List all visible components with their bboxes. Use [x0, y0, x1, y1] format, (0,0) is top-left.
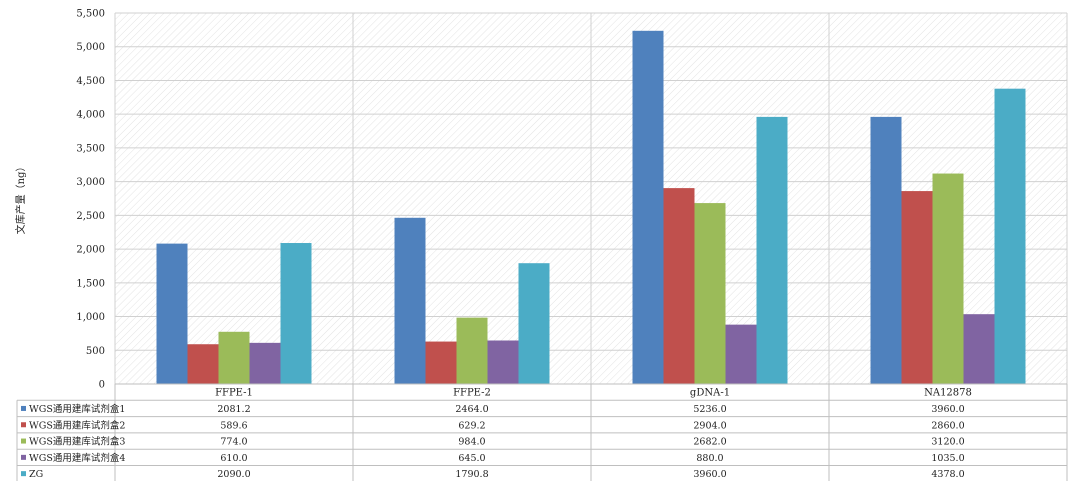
bar — [487, 340, 519, 384]
data-label: 1035.0 — [931, 453, 964, 464]
data-label: 629.2 — [458, 420, 485, 431]
data-label: 3120.0 — [931, 437, 964, 448]
bar — [456, 317, 488, 384]
data-label: 880.0 — [696, 453, 723, 464]
data-label: 1790.8 — [455, 469, 488, 480]
bar — [187, 344, 219, 384]
bar — [518, 263, 550, 384]
data-label: 2682.0 — [693, 437, 726, 448]
bar — [249, 342, 281, 384]
data-label: 2090.0 — [217, 469, 250, 480]
data-label: 984.0 — [458, 437, 485, 448]
y-tick-label: 3,500 — [76, 143, 105, 154]
category-label: NA12878 — [924, 388, 972, 399]
y-tick-label: 500 — [86, 346, 105, 357]
y-tick-label: 4,500 — [76, 76, 105, 87]
data-label: 2904.0 — [693, 420, 726, 431]
bar — [280, 243, 312, 384]
y-axis-label: 文库产量（ng） — [14, 162, 27, 235]
legend-entry: WGS通用建库试剂盒4 — [29, 452, 125, 464]
y-tick-label: 2,000 — [76, 245, 105, 256]
data-label: 3960.0 — [931, 404, 964, 415]
category-label: gDNA-1 — [690, 388, 730, 399]
legend-swatch — [21, 454, 26, 460]
y-tick-label: 5,000 — [76, 42, 105, 53]
legend-entry: WGS通用建库试剂盒1 — [29, 403, 125, 415]
data-label: 774.0 — [220, 437, 247, 448]
y-tick-label: 4,000 — [76, 110, 105, 121]
bar — [901, 191, 933, 384]
data-label: 610.0 — [220, 453, 247, 464]
legend-swatch — [21, 405, 26, 411]
legend-entry: WGS通用建库试剂盒3 — [29, 436, 125, 448]
y-tick-label: 3,000 — [76, 177, 105, 188]
y-tick-label: 1,000 — [76, 312, 105, 323]
y-tick-label: 5,500 — [76, 9, 105, 20]
data-label: 3960.0 — [693, 469, 726, 480]
bar — [632, 30, 664, 384]
legend-entry: ZG — [29, 469, 43, 480]
y-tick-label: 1,500 — [76, 278, 105, 289]
category-label: FFPE-2 — [453, 388, 491, 399]
bar — [756, 116, 788, 384]
data-label: 5236.0 — [693, 404, 726, 415]
gridlines — [114, 12, 1068, 385]
legend-entry: WGS通用建库试剂盒2 — [29, 419, 125, 431]
data-table: FFPE-1 FFPE-2 gDNA-1 NA12878 WGS通用建库试剂盒1 2081… — [16, 383, 1068, 481]
bar — [663, 188, 695, 384]
legend-swatch — [21, 438, 26, 444]
data-label: 2860.0 — [931, 420, 964, 431]
data-label: 589.6 — [220, 420, 247, 431]
y-axis-ticks: 0 500 1,000 1,500 2,000 2,500 3,000 3,500 4,000 4… — [76, 9, 105, 391]
bar — [932, 173, 964, 384]
bar — [394, 217, 426, 384]
bars — [156, 30, 1026, 385]
category-label: FFPE-1 — [215, 388, 253, 399]
bar — [725, 324, 757, 384]
bar — [963, 314, 995, 384]
data-label: 645.0 — [458, 453, 485, 464]
y-tick-label: 0 — [99, 380, 105, 391]
data-label: 2081.2 — [217, 404, 250, 415]
legend-swatch — [21, 471, 26, 477]
data-label: 4378.0 — [931, 469, 964, 480]
bar — [425, 341, 457, 384]
bar — [156, 243, 188, 384]
bar — [994, 88, 1026, 385]
bar — [694, 203, 726, 384]
data-label: 2464.0 — [455, 404, 488, 415]
y-tick-label: 2,500 — [76, 211, 105, 222]
bar — [870, 116, 902, 384]
legend-swatch — [21, 422, 26, 428]
bar — [218, 331, 250, 384]
